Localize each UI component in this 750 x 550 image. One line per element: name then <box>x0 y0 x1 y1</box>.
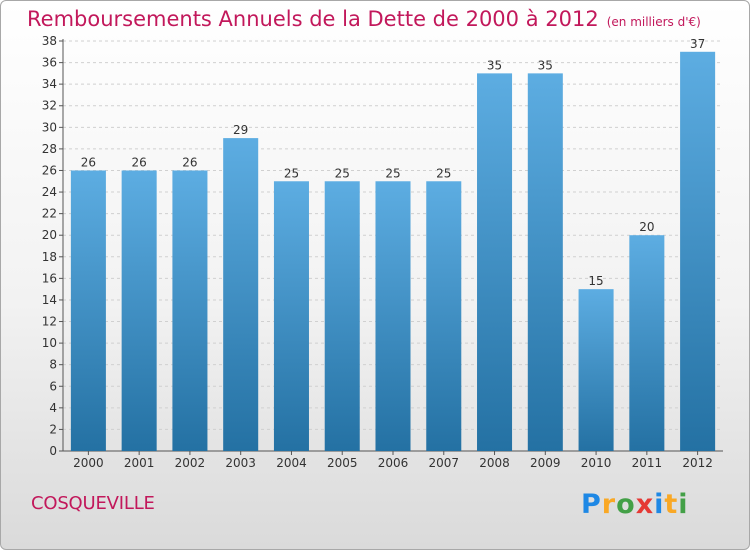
x-tick-label: 2001 <box>124 456 155 470</box>
labels: 26 26 26 29 25 25 25 25 35 35 15 20 37 <box>81 37 706 288</box>
x-tick-label: 2007 <box>428 456 459 470</box>
data-label: 29 <box>233 123 248 137</box>
y-tick-label: 26 <box>42 163 57 177</box>
bar <box>273 181 309 451</box>
x-tick-label: 2008 <box>479 456 510 470</box>
y-tick-label: 18 <box>42 250 57 264</box>
data-label: 15 <box>588 274 603 288</box>
logo-letter: o <box>616 489 636 520</box>
bar <box>324 181 360 451</box>
proxiti-logo: Proxiti <box>581 489 689 520</box>
bar <box>375 181 411 451</box>
y-tick-label: 14 <box>42 293 57 307</box>
bar <box>578 289 614 451</box>
y-tick-label: 4 <box>49 401 57 415</box>
x-tick-label: 2012 <box>682 456 713 470</box>
y-tick-label: 38 <box>42 34 57 48</box>
data-label: 25 <box>335 166 350 180</box>
logo-letter: t <box>664 489 679 520</box>
data-label: 26 <box>132 155 147 169</box>
x-tick-label: 2009 <box>530 456 561 470</box>
y-tick-label: 12 <box>42 315 57 329</box>
bar <box>70 170 106 451</box>
y-tick-label: 30 <box>42 120 57 134</box>
data-label: 26 <box>182 155 197 169</box>
y-tick-label: 16 <box>42 271 57 285</box>
y-tick-label: 28 <box>42 142 57 156</box>
data-label: 35 <box>538 58 553 72</box>
y-tick-label: 32 <box>42 99 57 113</box>
title-unit: (en milliers d'€) <box>606 15 701 29</box>
data-label: 26 <box>81 155 96 169</box>
data-label: 37 <box>690 37 705 51</box>
data-label: 25 <box>436 166 451 180</box>
data-label: 25 <box>385 166 400 180</box>
bar <box>527 73 563 452</box>
bars <box>70 51 716 452</box>
y-tick-label: 34 <box>42 77 57 91</box>
x-tick-label: 2003 <box>225 456 256 470</box>
logo-letter: r <box>601 489 617 520</box>
bar <box>629 235 665 451</box>
x-tick-label: 2011 <box>632 456 663 470</box>
logo-letter: x <box>635 489 655 520</box>
data-label: 25 <box>284 166 299 180</box>
x-tick-label: 2005 <box>327 456 358 470</box>
y-tick-label: 20 <box>42 228 57 242</box>
y-tick-label: 6 <box>49 379 57 393</box>
x-tick-label: 2000 <box>73 456 104 470</box>
bar <box>121 170 157 451</box>
bar <box>477 73 513 452</box>
bar <box>223 138 259 451</box>
logo-letter: i <box>678 489 689 520</box>
y-tick-label: 24 <box>42 185 57 199</box>
x-tick-label: 2002 <box>175 456 206 470</box>
y-tick-label: 2 <box>49 422 57 436</box>
commune-name: COSQUEVILLE <box>31 493 155 514</box>
x-tick-label: 2004 <box>276 456 307 470</box>
bar <box>426 181 462 451</box>
bar <box>172 170 208 451</box>
y-tick-label: 10 <box>42 336 57 350</box>
x-tick-label: 2006 <box>378 456 409 470</box>
chart-title: Remboursements Annuels de la Dette de 20… <box>27 7 701 31</box>
y-tick-label: 0 <box>49 444 57 458</box>
title-main: Remboursements Annuels de la Dette de 20… <box>27 7 599 31</box>
y-tick-label: 36 <box>42 56 57 70</box>
y-tick-label: 8 <box>49 358 57 372</box>
data-label: 35 <box>487 58 502 72</box>
x-tick-label: 2010 <box>581 456 612 470</box>
logo-letter: P <box>581 489 602 520</box>
bar <box>680 51 716 451</box>
data-label: 20 <box>639 220 654 234</box>
y-tick-label: 22 <box>42 207 57 221</box>
logo-letter: i <box>654 489 665 520</box>
